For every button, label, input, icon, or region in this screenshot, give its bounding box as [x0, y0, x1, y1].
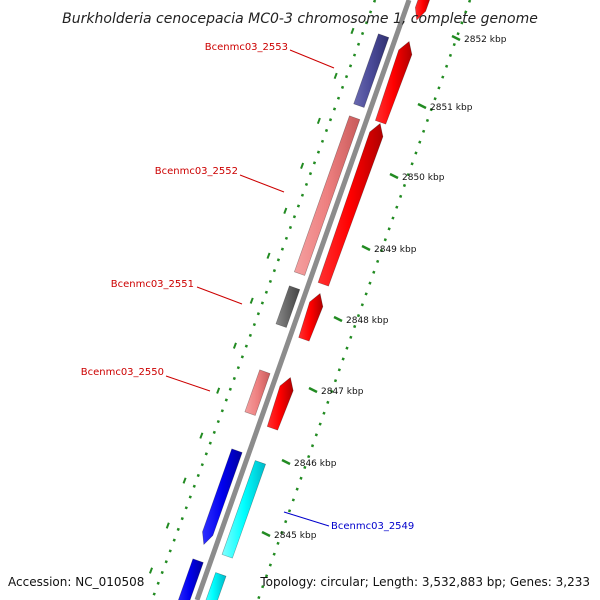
- tick-label-2849: 2849 kbp: [374, 245, 417, 255]
- leader-line-bcenmc03_2551: [196, 286, 243, 305]
- leader-line-bcenmc03_2552: [239, 174, 285, 193]
- tick-mark-2846: [281, 458, 291, 466]
- outer-track-dotted: [256, 0, 472, 600]
- gene-feature-2549-outer: [221, 460, 266, 559]
- gene-feature-2552-outer: [317, 122, 384, 287]
- tick-mark-2845: [261, 530, 271, 538]
- inner-track-dashes: [139, 0, 365, 600]
- tick-label-2846: 2846 kbp: [294, 459, 337, 469]
- tick-mark-2851: [417, 102, 427, 110]
- tick-label-2850: 2850 kbp: [402, 173, 445, 183]
- tick-label-2847: 2847 kbp: [321, 387, 364, 397]
- topology-text: Topology: circular; Length: 3,532,883 bp…: [259, 575, 590, 589]
- map-title: Burkholderia cenocepacia MC0-3 chromosom…: [62, 11, 538, 27]
- gene-label-bcenmc03_2553[interactable]: Bcenmc03_2553: [205, 42, 288, 53]
- gene-feature-2552-inner: [293, 115, 361, 276]
- gene-feature-2551-outer: [298, 292, 324, 342]
- gene-label-bcenmc03_2552[interactable]: Bcenmc03_2552: [155, 166, 238, 177]
- gene-features: [178, 0, 430, 600]
- accession-text: Accession: NC_010508: [8, 575, 144, 589]
- gene-label-bcenmc03_2550[interactable]: Bcenmc03_2550: [81, 367, 164, 378]
- leader-line-bcenmc03_2550: [165, 375, 211, 392]
- gene-feature-2550-outer: [266, 376, 294, 431]
- scale-ticks: 2852 kbp 2851 kbp 2850 kbp 2849 kbp 2848 kbp…: [261, 34, 507, 541]
- gene-labels: Bcenmc03_2553 Bcenmc03_2552 Bcenmc03_2551 B…: [81, 42, 415, 532]
- gene-feature-2553-outer: [375, 40, 413, 125]
- tick-mark-2847: [308, 386, 318, 394]
- gene-feature-2549-inner: [202, 448, 243, 546]
- leader-line-bcenmc03_2553: [289, 49, 335, 69]
- tick-mark-2848: [333, 315, 343, 323]
- gene-feature-2553-inner: [353, 33, 390, 108]
- tick-label-2848: 2848 kbp: [346, 316, 389, 326]
- tick-label-2845: 2845 kbp: [274, 531, 317, 541]
- inner-track-dotted: [150, 0, 377, 600]
- genome-backbone-line: [194, 0, 412, 600]
- tick-label-2851: 2851 kbp: [430, 103, 473, 113]
- tick-mark-2849: [361, 244, 371, 252]
- gene-feature-top: [414, 0, 430, 21]
- tick-mark-2852: [451, 34, 461, 42]
- gene-feature-2550-inner: [244, 369, 271, 416]
- gene-feature-2551-inner: [275, 285, 301, 328]
- gene-feature-bottom-inner: [178, 558, 204, 600]
- tick-label-2852: 2852 kbp: [464, 35, 507, 45]
- gene-label-bcenmc03_2549[interactable]: Bcenmc03_2549: [331, 521, 414, 532]
- gene-label-bcenmc03_2551[interactable]: Bcenmc03_2551: [111, 279, 194, 290]
- leader-line-bcenmc03_2549: [283, 511, 330, 527]
- gene-feature-bottom-outer: [205, 572, 227, 600]
- tick-mark-2850: [389, 172, 399, 180]
